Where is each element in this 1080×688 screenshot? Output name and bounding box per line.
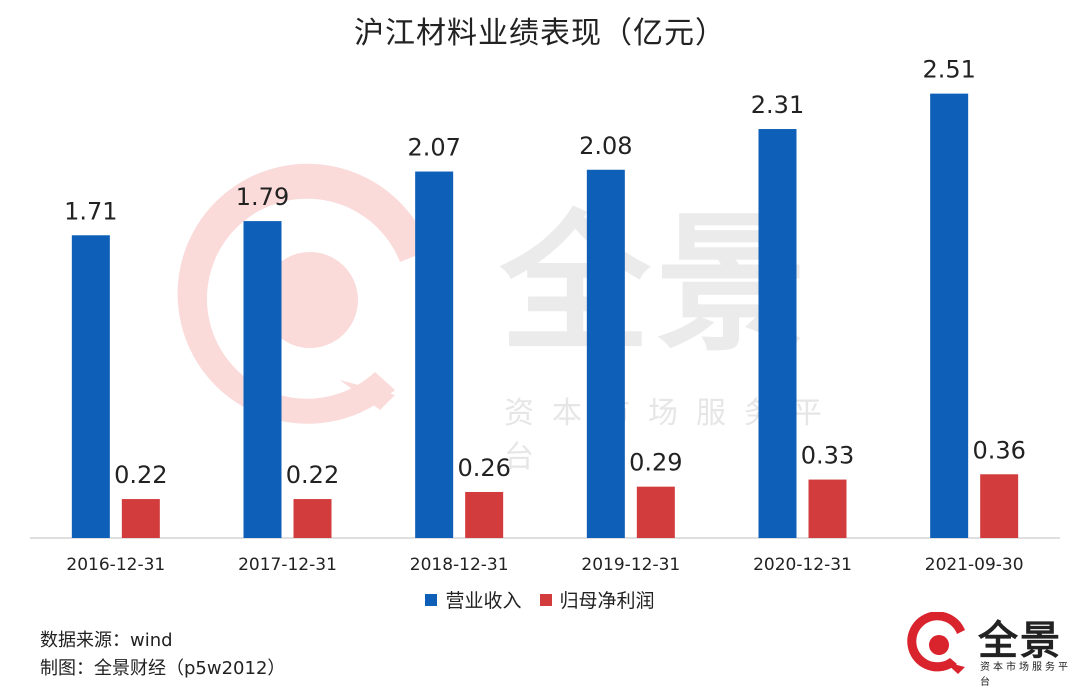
x-tick-label-2: 2018-12-31	[410, 555, 509, 575]
legend: 营业收入 归母净利润	[0, 586, 1080, 613]
bar-profit-1	[293, 499, 332, 538]
data-label-profit-0: 0.22	[114, 461, 167, 489]
x-tick-label-4: 2020-12-31	[753, 555, 852, 575]
legend-item-profit: 归母净利润	[539, 586, 655, 613]
bar-revenue-1	[243, 221, 282, 538]
data-label-revenue-2: 2.07	[407, 134, 460, 162]
x-tick-label-3: 2019-12-31	[581, 555, 680, 575]
bar-profit-0	[121, 499, 160, 538]
bar-profit-2	[465, 491, 504, 538]
data-label-profit-4: 0.33	[801, 442, 854, 470]
chart-credit-text: 制图：全景财经（p5w2012）	[40, 658, 286, 679]
x-tick-label-0: 2016-12-31	[66, 555, 165, 575]
data-label-profit-2: 0.26	[457, 454, 510, 482]
bar-revenue-2	[415, 171, 454, 539]
watermark-text: 全景	[500, 198, 813, 372]
x-tick-label-5: 2021-09-30	[925, 555, 1024, 575]
chart-title: 沪江材料业绩表现（亿元）	[354, 16, 726, 51]
data-source-text: 数据来源：wind	[40, 630, 173, 651]
bar-revenue-5	[930, 93, 969, 539]
data-label-profit-3: 0.29	[629, 449, 682, 477]
bar-profit-3	[636, 486, 675, 538]
bar-revenue-0	[71, 235, 110, 538]
data-label-revenue-3: 2.08	[579, 132, 632, 160]
bar-revenue-4	[758, 129, 797, 539]
data-label-revenue-4: 2.31	[751, 91, 804, 119]
data-label-profit-1: 0.22	[286, 461, 339, 489]
bar-revenue-3	[586, 169, 625, 538]
data-label-revenue-5: 2.51	[922, 56, 975, 84]
logo-name: 全景	[978, 618, 1062, 664]
legend-item-revenue: 营业收入	[425, 586, 521, 613]
data-label-revenue-0: 1.71	[64, 197, 117, 225]
x-tick-label-1: 2017-12-31	[238, 555, 337, 575]
bar-profit-4	[808, 479, 847, 538]
legend-swatch-profit	[539, 593, 552, 606]
logo-subtext: 资本市场服务平台	[980, 662, 1071, 688]
bar-profit-5	[980, 474, 1019, 538]
quanjing-logo-icon	[907, 612, 965, 674]
data-label-profit-5: 0.36	[972, 436, 1025, 464]
legend-label-revenue: 营业收入	[445, 590, 522, 612]
legend-label-profit: 归母净利润	[559, 590, 655, 612]
data-label-revenue-1: 1.79	[236, 183, 289, 211]
legend-swatch-revenue	[425, 593, 438, 606]
